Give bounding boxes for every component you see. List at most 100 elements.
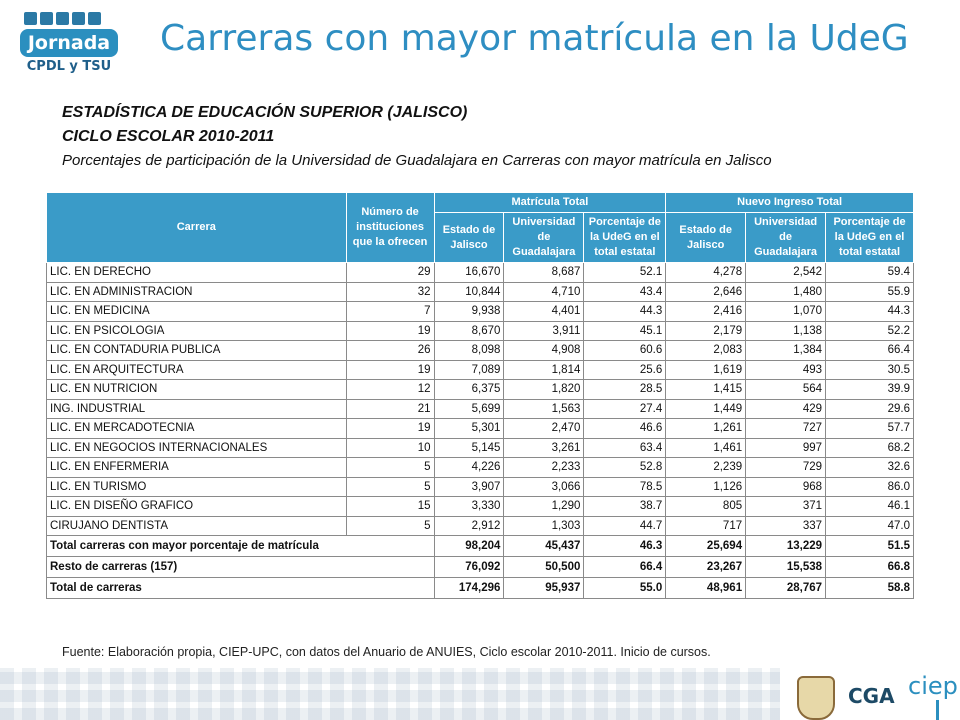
logo-jornada-text: Jornada — [20, 29, 118, 57]
row-value: 968 — [745, 476, 827, 497]
row-value: 9,938 — [433, 301, 505, 322]
row-value: 8,687 — [503, 262, 585, 283]
row-value: 12 — [345, 379, 435, 400]
jornada-logo: Jornada CPDL y TSU — [20, 12, 124, 82]
header-instituciones: Número de instituciones que la ofrecen — [345, 192, 435, 263]
row-value: 10 — [345, 437, 435, 458]
calendar-icon — [40, 12, 53, 25]
row-carrera: LIC. EN PSICOLOGIA — [46, 320, 347, 341]
total-label: Resto de carreras (157) — [46, 556, 435, 578]
row-value: 32.6 — [825, 457, 914, 478]
row-value: 46.6 — [583, 418, 667, 439]
report-heading: ESTADÍSTICA DE EDUCACIÓN SUPERIOR (JALIS… — [62, 104, 468, 121]
table-row: LIC. EN NUTRICION 12 6,375 1,820 28.5 1,415 56… — [46, 379, 914, 400]
row-value: 32 — [345, 281, 435, 302]
row-value: 1,138 — [745, 320, 827, 341]
row-value: 997 — [745, 437, 827, 458]
row-value: 26 — [345, 340, 435, 361]
table-row: LIC. EN PSICOLOGIA 19 8,670 3,911 45.1 2,179 1… — [46, 320, 914, 341]
row-value: 5 — [345, 515, 435, 536]
row-value: 52.8 — [583, 457, 667, 478]
logo-subtitle: CPDL y TSU — [26, 59, 112, 74]
row-value: 86.0 — [825, 476, 914, 497]
row-value: 52.2 — [825, 320, 914, 341]
table-row: LIC. EN MERCADOTECNIA 19 5,301 2,470 46.6 1,2… — [46, 418, 914, 439]
row-value: 1,070 — [745, 301, 827, 322]
total-value: 55.0 — [583, 577, 667, 599]
row-value: 4,401 — [503, 301, 585, 322]
row-value: 2,646 — [665, 281, 747, 302]
row-value: 727 — [745, 418, 827, 439]
total-value: 13,229 — [745, 535, 827, 557]
table-row: LIC. EN MEDICINA 7 9,938 4,401 44.3 2,416 1,07… — [46, 301, 914, 322]
logo-icon-strip — [24, 12, 124, 26]
row-value: 1,261 — [665, 418, 747, 439]
row-value: 10,844 — [433, 281, 505, 302]
total-value: 98,204 — [433, 535, 505, 557]
row-value: 3,066 — [503, 476, 585, 497]
row-value: 46.1 — [825, 496, 914, 517]
row-value: 8,670 — [433, 320, 505, 341]
header-ingreso-porcentaje: Porcentaje de la UdeG en el total estata… — [825, 212, 914, 263]
table-row: LIC. EN ENFERMERIA 5 4,226 2,233 52.8 2,239 72… — [46, 457, 914, 478]
row-value: 59.4 — [825, 262, 914, 283]
row-value: 371 — [745, 496, 827, 517]
total-row: Total carreras con mayor porcentaje de m… — [46, 535, 914, 557]
row-value: 19 — [345, 359, 435, 380]
total-value: 95,937 — [503, 577, 585, 599]
row-carrera: LIC. EN TURISMO — [46, 476, 347, 497]
row-value: 30.5 — [825, 359, 914, 380]
row-value: 1,820 — [503, 379, 585, 400]
total-value: 46.3 — [583, 535, 667, 557]
row-value: 1,449 — [665, 398, 747, 419]
row-value: 29 — [345, 262, 435, 283]
row-value: 4,278 — [665, 262, 747, 283]
table-row: LIC. EN ADMINISTRACION 32 10,844 4,710 43.4 2… — [46, 281, 914, 302]
school-cycle: CICLO ESCOLAR 2010-2011 — [62, 128, 275, 145]
row-value: 8,098 — [433, 340, 505, 361]
header-ingreso-estado: Estado de Jalisco — [665, 212, 747, 263]
row-value: 47.0 — [825, 515, 914, 536]
total-value: 15,538 — [745, 556, 827, 578]
row-value: 4,908 — [503, 340, 585, 361]
row-value: 2,470 — [503, 418, 585, 439]
total-value: 23,267 — [665, 556, 747, 578]
row-value: 25.6 — [583, 359, 667, 380]
total-value: 48,961 — [665, 577, 747, 599]
row-value: 44.7 — [583, 515, 667, 536]
page-title: Carreras con mayor matrícula en la UdeG — [160, 18, 909, 59]
row-value: 44.3 — [825, 301, 914, 322]
row-value: 68.2 — [825, 437, 914, 458]
row-value: 28.5 — [583, 379, 667, 400]
row-value: 2,416 — [665, 301, 747, 322]
device-icon — [24, 12, 37, 25]
row-value: 1,415 — [665, 379, 747, 400]
row-value: 6,375 — [433, 379, 505, 400]
monitor-icon — [56, 12, 69, 25]
header-carrera: Carrera — [46, 192, 347, 263]
header-ingreso-udeg: Universidad de Guadalajara — [745, 212, 827, 263]
row-value: 45.1 — [583, 320, 667, 341]
row-value: 1,563 — [503, 398, 585, 419]
row-value: 5,301 — [433, 418, 505, 439]
row-value: 44.3 — [583, 301, 667, 322]
total-label: Total de carreras — [46, 577, 435, 599]
row-value: 66.4 — [825, 340, 914, 361]
total-label: Total carreras con mayor porcentaje de m… — [46, 535, 435, 557]
row-value: 5,145 — [433, 437, 505, 458]
row-value: 55.9 — [825, 281, 914, 302]
row-value: 43.4 — [583, 281, 667, 302]
total-value: 45,437 — [503, 535, 585, 557]
row-value: 29.6 — [825, 398, 914, 419]
total-row: Resto de carreras (157) 76,092 50,500 66.4 2… — [46, 556, 914, 578]
header-matricula-udeg: Universidad de Guadalajara — [503, 212, 585, 263]
row-value: 2,912 — [433, 515, 505, 536]
table-row: LIC. EN ARQUITECTURA 19 7,089 1,814 25.6 1,61… — [46, 359, 914, 380]
total-value: 174,296 — [433, 577, 505, 599]
footer-icon-pattern — [0, 668, 780, 720]
total-value: 50,500 — [503, 556, 585, 578]
report-description: Porcentajes de participación de la Unive… — [62, 152, 772, 169]
row-value: 729 — [745, 457, 827, 478]
row-value: 2,083 — [665, 340, 747, 361]
cga-logo: CGA — [848, 684, 895, 708]
